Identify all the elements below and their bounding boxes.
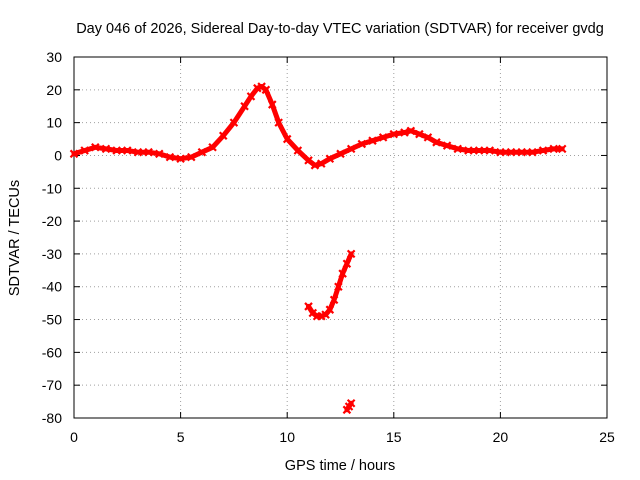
y-tick-label: -70 [42,377,62,393]
y-tick-label: -30 [42,246,62,262]
data-point [101,144,111,154]
data-point [317,159,326,168]
data-point [246,92,256,101]
chart-title: Day 046 of 2026, Sidereal Day-to-day VTE… [76,21,604,37]
data-point [453,144,463,154]
data-point [261,85,271,95]
data-point [415,129,424,139]
data-point [406,126,416,136]
data-point [346,144,356,154]
data-point [357,139,367,149]
data-point [464,146,473,155]
data-point [165,152,175,162]
x-tick-label: 15 [386,429,402,445]
data-point [334,282,343,292]
grid [74,57,607,418]
data-point [293,146,303,155]
data-point [155,149,164,159]
data-point [496,147,505,157]
data-point [325,154,335,164]
x-tick-label: 5 [177,429,185,445]
data-point [389,129,399,139]
data-point [423,133,433,142]
data-point [557,144,567,154]
data-point [304,302,313,311]
series-trace [306,251,354,319]
y-tick-label: -60 [42,344,62,360]
data-point [274,118,283,127]
data-point [91,142,100,152]
y-tick-label: -50 [42,312,62,328]
data-point [123,146,132,155]
data-point [329,295,339,305]
y-tick-label: -40 [42,279,62,295]
data-point [538,146,548,155]
data-point [69,149,79,159]
data-point [528,147,537,157]
data-point [346,398,356,408]
data-point [218,131,228,141]
data-point [80,146,89,155]
plot-frame [73,56,608,419]
data-point [197,147,207,157]
data-point [267,100,277,109]
data-point [112,146,121,155]
x-axis-label: GPS time / hours [285,458,395,474]
data-point [432,138,441,147]
data-point [282,134,292,144]
x-tick-label: 0 [70,429,78,445]
data-point [346,249,356,259]
data-point [144,147,153,157]
data-point [336,149,345,159]
x-tick-label: 10 [279,429,295,445]
data-point [133,147,143,157]
data-point [474,146,484,155]
y-tick-label: 30 [46,49,62,65]
data-point [186,152,196,162]
data-point [338,269,347,278]
data-point [368,136,377,145]
data-point [549,144,558,154]
data-point [517,147,526,157]
data-point [310,161,320,170]
data-point [506,147,516,157]
data-point [229,118,239,127]
data-point [325,305,335,314]
data-point [342,259,352,269]
data-point [400,128,409,137]
data-point [208,142,217,152]
y-tick-label: 20 [46,82,62,98]
data-series [69,82,567,415]
y-tick-label: 10 [46,115,62,131]
axis-ticks: 0 5 10 15 20 25 30 20 10 0 -10 -20 -30 -40 -50 -60 -70 -8… [42,49,615,445]
y-tick-label: -20 [42,213,62,229]
x-tick-label: 25 [599,429,615,445]
data-point [240,101,249,111]
data-point [378,133,388,142]
data-point [485,146,495,155]
y-tick-label: 0 [54,147,62,163]
data-point [442,141,452,150]
x-tick-label: 20 [493,429,509,445]
data-point [176,154,185,164]
y-tick-label: -10 [42,180,62,196]
y-tick-label: -80 [42,410,62,426]
y-axis-label: SDTVAR / TECUs [7,180,23,296]
